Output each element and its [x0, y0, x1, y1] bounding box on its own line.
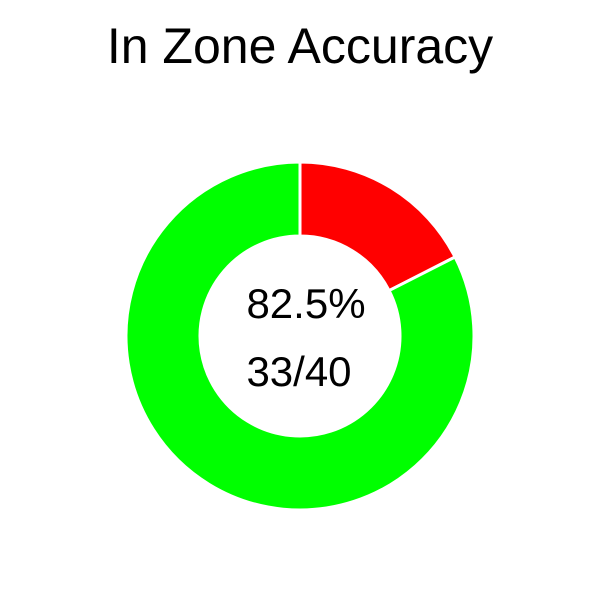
donut-slices	[124, 160, 476, 512]
center-percent-label: 82.5%	[246, 280, 365, 327]
center-fraction-label: 33/40	[246, 348, 351, 395]
donut-slice-1	[124, 160, 476, 512]
chart-title: In Zone Accuracy	[106, 18, 494, 74]
